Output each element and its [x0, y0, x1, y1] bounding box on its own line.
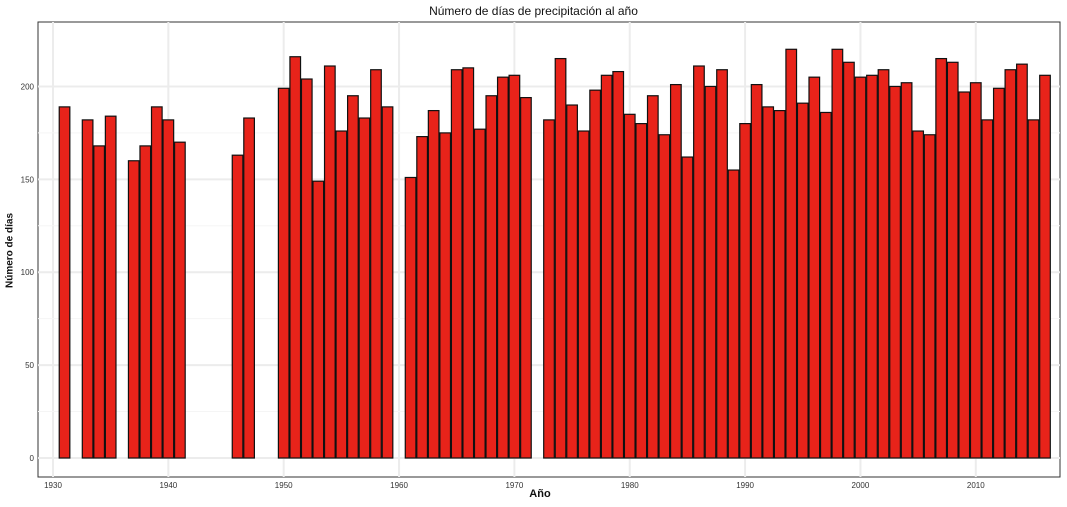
bar: [554, 57, 567, 459]
bar: [381, 106, 394, 459]
x-tick-label: 1980: [621, 481, 639, 490]
bar: [566, 104, 578, 459]
bar: [819, 111, 832, 459]
bar: [93, 145, 106, 459]
bar: [739, 123, 751, 459]
bar: [347, 95, 359, 459]
bar: [277, 87, 290, 459]
bar: [727, 169, 740, 459]
bar: [935, 57, 948, 459]
bar: [866, 74, 878, 459]
bar: [58, 106, 71, 459]
bar: [1039, 74, 1051, 459]
bar: [992, 87, 1005, 459]
bar: [623, 113, 636, 459]
bar: [946, 61, 959, 459]
x-tick-label: 1960: [390, 481, 408, 490]
bar: [681, 156, 694, 459]
x-tick-label: 1990: [736, 481, 754, 490]
bar: [139, 145, 152, 459]
bar: [831, 48, 844, 459]
bar: [520, 96, 532, 459]
bar: [958, 91, 971, 459]
bar: [150, 106, 163, 459]
bar: [704, 85, 717, 459]
bars: [58, 48, 1051, 459]
bar: [462, 67, 475, 459]
bar: [450, 69, 463, 459]
bar: [912, 130, 925, 459]
bar: [716, 69, 728, 459]
bar: [312, 180, 325, 459]
x-tick-label: 2010: [967, 481, 985, 490]
bar: [370, 69, 382, 459]
bar: [127, 160, 140, 459]
bar: [404, 176, 417, 459]
bar: [773, 109, 786, 459]
bar: [762, 106, 775, 459]
x-tick-label: 2000: [852, 481, 870, 490]
bar: [900, 82, 913, 459]
bar: [854, 76, 867, 459]
y-tick-label: 200: [21, 82, 35, 91]
bar: [162, 119, 175, 459]
bar: [335, 130, 348, 459]
bar: [243, 117, 255, 459]
bar: [508, 74, 521, 459]
x-axis-ticks: 1930 1940 1950 1960 1970 1980 1990 2000 2010: [44, 481, 985, 490]
bar: [646, 95, 659, 459]
y-tick-label: 0: [30, 454, 35, 463]
bar: [577, 130, 590, 459]
bar: [796, 102, 809, 459]
bar: [300, 78, 313, 459]
bar: [485, 95, 498, 459]
bar: [923, 134, 936, 459]
bar: [289, 56, 302, 459]
bar: [439, 132, 452, 459]
bar: [589, 89, 602, 459]
y-tick-label: 50: [25, 361, 34, 370]
bar: [843, 61, 855, 459]
y-axis-ticks: 0 50 100 150 200: [21, 82, 35, 463]
bar: [889, 85, 901, 459]
bar: [543, 119, 555, 459]
bar: [473, 128, 486, 459]
y-tick-label: 100: [21, 268, 35, 277]
chart-title: Número de días de precipitación al año: [429, 4, 638, 18]
x-tick-label: 1970: [505, 481, 523, 490]
bar: [785, 48, 798, 459]
bar: [693, 65, 705, 459]
bar: [600, 74, 613, 459]
bar: [427, 109, 440, 459]
x-axis-label: Año: [529, 488, 551, 500]
x-tick-label: 1950: [275, 481, 293, 490]
bar: [1027, 119, 1040, 459]
bar: [635, 123, 648, 459]
bar: [612, 70, 625, 459]
x-tick-label: 1930: [44, 481, 62, 490]
bar: [358, 117, 371, 459]
bar: [877, 69, 890, 459]
x-tick-label: 1940: [159, 481, 177, 490]
bar: [750, 83, 763, 459]
bar: [496, 76, 509, 459]
bar: [981, 119, 994, 459]
bar: [231, 154, 244, 459]
bar: [323, 65, 336, 459]
bar: [808, 76, 821, 459]
bar: [173, 141, 186, 459]
bar: [1016, 63, 1028, 459]
bar: [81, 119, 94, 459]
bar: [1004, 69, 1017, 459]
bar: [669, 83, 682, 459]
bar: [416, 136, 429, 459]
y-tick-label: 150: [21, 175, 35, 184]
bar: [969, 82, 982, 459]
bar: [658, 134, 671, 459]
bar: [104, 115, 117, 459]
